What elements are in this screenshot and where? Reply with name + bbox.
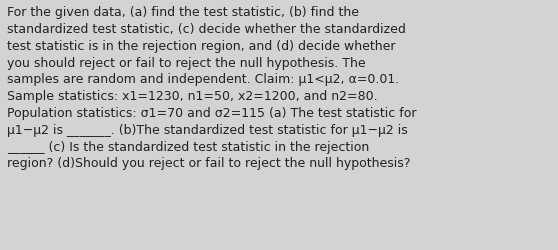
Text: For the given data, (a) find the test statistic, (b) find the
standardized test : For the given data, (a) find the test st… bbox=[7, 6, 416, 170]
